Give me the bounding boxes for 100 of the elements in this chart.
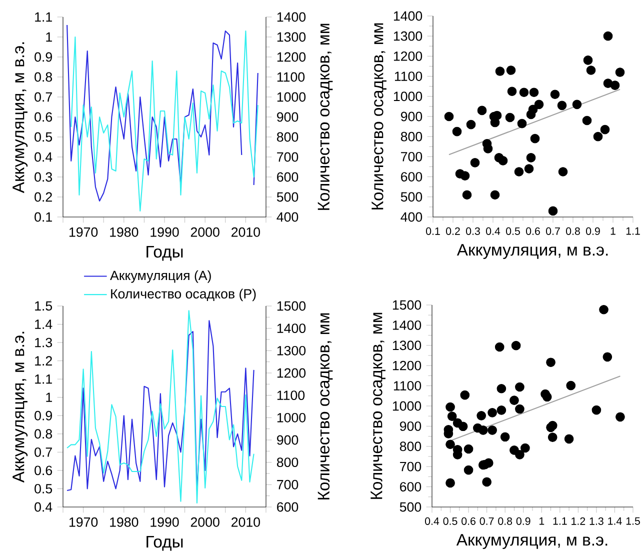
point <box>517 118 527 128</box>
y-tick-label: 1300 <box>394 31 422 41</box>
x-tick-label: 1970 <box>69 517 98 527</box>
x-axis-title: Годы <box>146 246 183 261</box>
point <box>488 408 497 418</box>
point <box>610 80 620 90</box>
y2-tick-label: 600 <box>277 502 298 512</box>
x-tick-label: 0.7 <box>546 227 560 235</box>
x-tick-label: 0.6 <box>526 227 540 235</box>
x-tick-label: 0.7 <box>480 517 494 525</box>
y-tick-label: 1.1 <box>35 374 52 384</box>
x-tick-label: 1.4 <box>608 517 622 525</box>
y2-tick-label: 800 <box>276 458 298 468</box>
y2-tick-label: 900 <box>277 435 298 445</box>
y-tick-label: 0.9 <box>34 410 52 420</box>
y-axis-title: Аккумуляция, м в.э. <box>12 42 28 194</box>
y-tick-label: 700 <box>400 462 422 472</box>
y-tick-label: 800 <box>400 132 422 142</box>
point <box>615 68 625 77</box>
x-tick-label: 1 <box>539 517 544 525</box>
y-tick-label: 0.4 <box>34 152 52 162</box>
point <box>592 405 602 415</box>
point <box>515 450 524 460</box>
y-tick-label: 1400 <box>392 320 422 330</box>
point <box>496 406 506 415</box>
x-tick-label: 1.1 <box>626 227 640 235</box>
point <box>452 126 462 136</box>
point <box>515 404 524 414</box>
y-tick-label: 600 <box>401 172 422 182</box>
point <box>482 477 492 487</box>
y2-tick-label: 1300 <box>277 32 306 42</box>
x-tick-label: 0.8 <box>498 517 512 525</box>
y-tick-label: 600 <box>400 482 422 492</box>
point <box>564 434 574 444</box>
x-tick-label: 1.1 <box>553 517 567 525</box>
point <box>550 90 560 100</box>
y-tick-label: 1100 <box>394 381 422 390</box>
y2-tick-label: 1500 <box>277 301 306 311</box>
point <box>498 156 508 166</box>
x-axis-title: Аккумуляция, м в.э. <box>456 534 608 550</box>
point <box>507 86 517 96</box>
x-axis-title: Аккумуляция, м в.э. <box>456 244 608 260</box>
y2-tick-label: 1000 <box>277 412 306 422</box>
point <box>462 190 472 200</box>
y-tick-label: 1.2 <box>35 356 52 366</box>
x-tick-label: 0.9 <box>516 517 530 525</box>
x-tick-label: 1990 <box>150 517 179 527</box>
y2-tick-label: 1200 <box>277 368 306 378</box>
point <box>616 412 625 422</box>
point <box>520 443 530 453</box>
y-tick-label: 1200 <box>394 51 422 61</box>
y-axis-title: Количество осадков, мм <box>370 312 386 499</box>
point <box>511 340 521 350</box>
point <box>444 112 454 122</box>
point <box>528 104 538 114</box>
y-tick-label: 1.1 <box>35 12 52 22</box>
y-tick-label: 1 <box>46 392 52 402</box>
y2-axis-title: Количество осадков, мм <box>318 24 333 210</box>
y2-axis-title: Количество осадков, мм <box>318 313 333 500</box>
y-axis-title: Количество осадков, мм <box>372 23 386 210</box>
y-tick-label: 1400 <box>394 11 422 21</box>
legend-label: Количество осадков (Р) <box>111 288 256 302</box>
y-tick-label: 0.1 <box>34 212 52 222</box>
point <box>548 432 558 442</box>
x-tick-label: 1.3 <box>590 517 604 525</box>
point <box>490 190 500 200</box>
y-tick-label: 500 <box>400 502 422 512</box>
x-tick-label: 0.4 <box>425 517 440 525</box>
point <box>464 465 474 475</box>
x-tick-label: 1990 <box>150 227 179 237</box>
x-tick-label: 2010 <box>232 517 260 527</box>
y2-tick-label: 800 <box>276 132 298 142</box>
y-tick-label: 500 <box>400 192 422 202</box>
y-tick-label: 1200 <box>392 360 422 370</box>
x-tick-label: 0.1 <box>426 227 440 235</box>
y2-tick-label: 1100 <box>277 390 305 400</box>
x-tick-label: 1970 <box>69 227 98 237</box>
x-tick-label: 0.8 <box>566 227 580 235</box>
x-tick-label: 1.5 <box>626 517 640 525</box>
y-tick-label: 1300 <box>392 340 422 350</box>
point <box>478 426 488 435</box>
x-tick-label: 0.5 <box>443 517 458 525</box>
point <box>495 66 505 76</box>
point <box>500 432 510 442</box>
point <box>548 206 558 216</box>
point <box>593 132 603 142</box>
point <box>492 110 502 120</box>
x-tick-label: 1 <box>610 227 616 235</box>
y2-tick-label: 700 <box>277 480 298 490</box>
y-tick-label: 0.5 <box>34 484 52 494</box>
y2-tick-label: 1200 <box>277 52 306 62</box>
x-tick-label: 2010 <box>232 227 260 237</box>
x-tick-label: 0.9 <box>586 227 600 235</box>
point <box>510 396 519 405</box>
point <box>542 392 552 402</box>
x-tick-label: 0.5 <box>506 227 520 235</box>
point <box>460 390 470 400</box>
x-tick-label: 0.4 <box>486 227 500 235</box>
y-tick-label: 1 <box>46 32 52 42</box>
y-tick-label: 0.7 <box>34 92 52 102</box>
